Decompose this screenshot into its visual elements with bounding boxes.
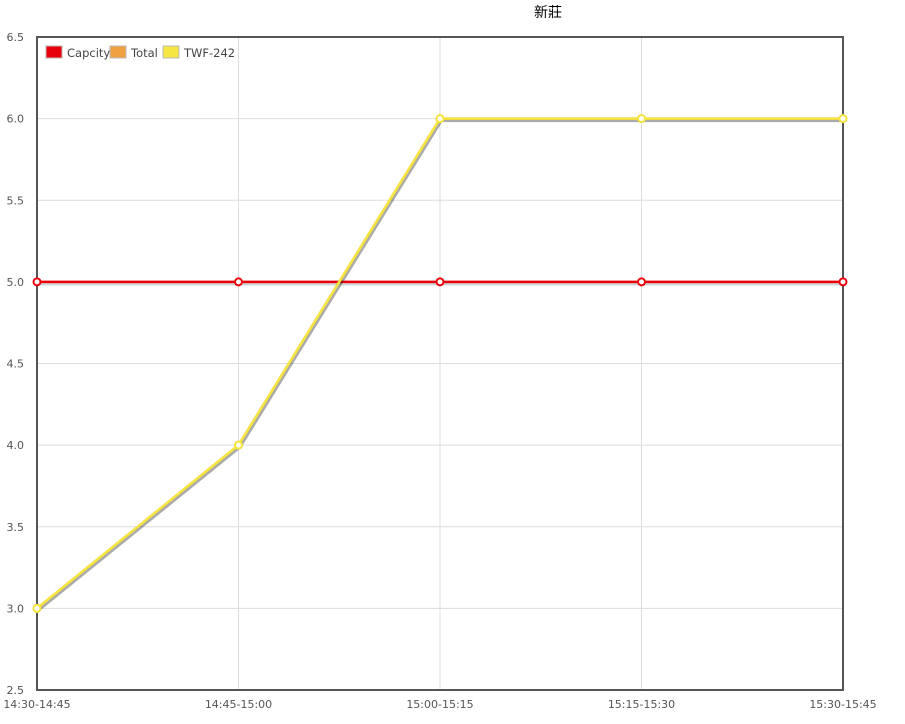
chart-title: 新莊 xyxy=(534,5,562,21)
legend-swatch xyxy=(109,45,127,59)
data-point[interactable] xyxy=(838,114,848,124)
plot-area-frame xyxy=(36,36,844,691)
legend: Capcity Total TWF-242 xyxy=(45,45,235,60)
legend-label: TWF-242 xyxy=(183,46,235,60)
x-tick-label: 15:00-15:15 xyxy=(406,698,473,711)
x-tick-label: 15:30-15:45 xyxy=(809,698,876,711)
y-axis-ticks: 2.5 3.0 3.5 4.0 4.5 5.0 5.5 6.0 6.5 xyxy=(7,31,25,697)
x-tick-label: 15:15-15:30 xyxy=(608,698,675,711)
y-tick-label: 3.0 xyxy=(7,602,25,615)
legend-swatch xyxy=(45,45,63,59)
legend-label: Total xyxy=(130,46,158,60)
series-line-shadow xyxy=(36,118,844,612)
data-point[interactable] xyxy=(435,114,445,124)
data-point[interactable] xyxy=(637,277,646,287)
legend-item[interactable]: Total xyxy=(109,45,158,60)
y-tick-label: 5.0 xyxy=(7,276,25,289)
data-point[interactable] xyxy=(637,114,646,124)
legend-item[interactable]: Capcity xyxy=(45,45,110,60)
data-point[interactable] xyxy=(234,277,243,287)
y-tick-label: 6.0 xyxy=(7,113,25,126)
y-tick-label: 4.5 xyxy=(7,358,25,371)
y-tick-label: 6.5 xyxy=(7,31,25,44)
grid xyxy=(36,36,844,691)
data-point[interactable] xyxy=(838,277,848,287)
y-tick-label: 5.5 xyxy=(7,194,25,207)
y-tick-label: 2.5 xyxy=(7,684,25,697)
series-line-shadow xyxy=(36,118,844,612)
x-tick-label: 14:30-14:45 xyxy=(3,698,70,711)
data-point[interactable] xyxy=(32,277,42,287)
legend-item[interactable]: TWF-242 xyxy=(162,45,235,60)
data-point[interactable] xyxy=(234,440,243,450)
x-tick-label: 14:45-15:00 xyxy=(205,698,272,711)
legend-label: Capcity xyxy=(67,46,110,60)
x-axis-ticks: 14:30-14:45 14:45-15:00 15:00-15:15 15:15-1… xyxy=(3,698,876,711)
series-layer xyxy=(32,114,848,613)
data-point[interactable] xyxy=(435,277,445,287)
series-twf-242 xyxy=(32,114,848,613)
data-point[interactable] xyxy=(32,603,42,613)
legend-swatch xyxy=(162,45,180,59)
series-capcity xyxy=(32,277,848,287)
y-tick-label: 4.0 xyxy=(7,439,25,452)
y-tick-label: 3.5 xyxy=(7,521,25,534)
